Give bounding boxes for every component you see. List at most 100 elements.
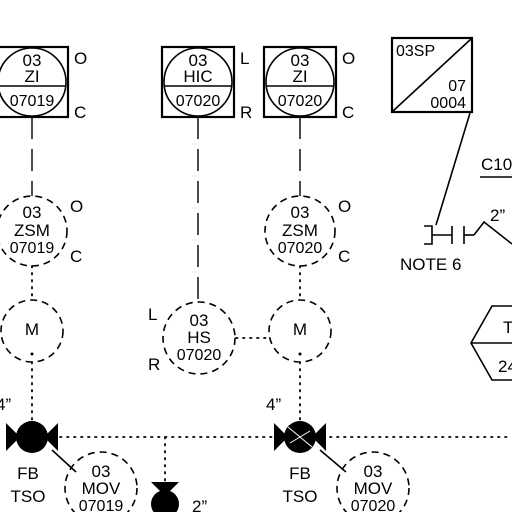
valve-right: 4” FB TSO bbox=[266, 395, 326, 506]
hand-switch-local-label: L bbox=[148, 305, 157, 324]
leader-mov-07019 bbox=[51, 449, 77, 473]
mov-tag-area: 03 bbox=[364, 462, 383, 481]
indicator-box bbox=[262, 45, 338, 119]
switch-circle bbox=[264, 195, 336, 267]
mov-tag-number: 07019 bbox=[79, 498, 124, 512]
valve-fb-label: FB bbox=[289, 464, 311, 483]
hand-switch-tag-number: 07020 bbox=[177, 347, 222, 364]
valve-body-left bbox=[6, 423, 20, 451]
mov-07019: 03 MOV 07019 bbox=[64, 451, 138, 512]
indicator-zi-07019: 03 ZI 07019 O C bbox=[0, 45, 87, 122]
indicator-tag-type: ZI bbox=[24, 67, 39, 86]
contact-symbol: NOTE 6 2” bbox=[400, 206, 512, 274]
switch-zsm-07019: 03 ZSM 07019 O C bbox=[0, 195, 83, 267]
indicator-open-label: O bbox=[342, 49, 355, 68]
motor-left: M bbox=[0, 299, 64, 363]
indicator-closed-label: C bbox=[74, 103, 86, 122]
mov-tag-number: 07020 bbox=[351, 498, 396, 512]
partial-hex-top: T bbox=[503, 318, 512, 337]
setpoint-sheet: 07 bbox=[448, 78, 466, 95]
mov-circle bbox=[64, 451, 138, 512]
leader-setpoint-note bbox=[435, 112, 471, 226]
partial-c-label: C10 bbox=[481, 155, 512, 174]
indicator-tag-type: ZI bbox=[292, 67, 307, 86]
indicator-tag-area: 03 bbox=[189, 51, 208, 70]
motor-label: M bbox=[25, 320, 39, 339]
switch-zsm-07020: 03 ZSM 07020 O C bbox=[264, 195, 351, 267]
valve-fb-label: FB bbox=[17, 464, 39, 483]
hand-switch-remote-label: R bbox=[148, 355, 160, 374]
mov-tag-type: MOV bbox=[82, 479, 121, 498]
contact-bracket bbox=[424, 225, 433, 245]
indicator-tag-area: 03 bbox=[291, 51, 310, 70]
valve-body-left bbox=[274, 423, 288, 451]
motor-circle bbox=[0, 299, 64, 363]
indicator-remote-label: R bbox=[240, 103, 252, 122]
switch-tag-number: 07019 bbox=[10, 240, 55, 257]
note-label: NOTE 6 bbox=[400, 255, 461, 274]
indicator-tag-type: HIC bbox=[183, 67, 212, 86]
partial-right-elements: C10 T 24 bbox=[470, 155, 512, 381]
switch-tag-type: ZSM bbox=[14, 221, 50, 240]
indicator-tag-number: 07019 bbox=[10, 93, 55, 110]
valve-small-top bbox=[151, 482, 179, 496]
hand-switch-hs-07020: 03 HS 07020 L R bbox=[148, 301, 236, 375]
valve-body-right bbox=[312, 423, 326, 451]
motor-label: M bbox=[293, 320, 307, 339]
contact-lever bbox=[473, 220, 512, 245]
hand-switch-tag-area: 03 bbox=[190, 311, 209, 330]
motor-center-dot bbox=[298, 352, 302, 356]
setpoint-diagonal bbox=[392, 38, 472, 112]
indicator-box bbox=[0, 45, 70, 119]
valve-left: 4” FB TSO bbox=[0, 395, 58, 506]
indicator-circle bbox=[265, 47, 335, 117]
motor-circle bbox=[268, 299, 332, 363]
switch-circle bbox=[0, 195, 68, 267]
motor-right: M bbox=[268, 299, 332, 363]
valve-small-size: 2” bbox=[192, 497, 207, 512]
switch-closed-label: C bbox=[70, 247, 82, 266]
indicator-box bbox=[160, 45, 236, 119]
mov-tag-type: MOV bbox=[354, 479, 393, 498]
leader-mov-07020 bbox=[319, 449, 347, 473]
mov-tag-area: 03 bbox=[92, 462, 111, 481]
valve-hatch bbox=[289, 430, 311, 444]
valve-tso-label: TSO bbox=[11, 487, 46, 506]
valve-small: 2” bbox=[151, 482, 207, 512]
valve-ball bbox=[16, 421, 48, 453]
switch-tag-type: ZSM bbox=[282, 221, 318, 240]
valve-size-label: 4” bbox=[266, 395, 281, 414]
indicator-tag-number: 07020 bbox=[278, 93, 323, 110]
switch-closed-label: C bbox=[338, 247, 350, 266]
indicator-open-label: O bbox=[74, 49, 87, 68]
setpoint-frame bbox=[390, 36, 474, 114]
hand-switch-tag-type: HS bbox=[187, 328, 211, 347]
valve-body-right bbox=[44, 423, 58, 451]
switch-open-label: O bbox=[338, 197, 351, 216]
partial-hexagon bbox=[470, 305, 512, 381]
top-right-size-label: 2” bbox=[490, 206, 505, 225]
mov-circle bbox=[336, 451, 410, 512]
switch-open-label: O bbox=[70, 197, 83, 216]
partial-hex-bottom: 24 bbox=[498, 357, 512, 376]
indicator-zi-07020: 03 ZI 07020 O C bbox=[262, 45, 355, 122]
indicator-closed-label: C bbox=[342, 103, 354, 122]
valve-tso-label: TSO bbox=[283, 487, 318, 506]
motor-center-dot bbox=[30, 352, 34, 356]
indicator-circle bbox=[0, 47, 67, 117]
setpoint-box: 03SP 07 0004 bbox=[390, 36, 474, 114]
setpoint-number: 0004 bbox=[430, 95, 466, 112]
switch-tag-area: 03 bbox=[23, 203, 42, 222]
switch-tag-area: 03 bbox=[291, 203, 310, 222]
indicator-tag-number: 07020 bbox=[176, 93, 221, 110]
indicator-tag-area: 03 bbox=[23, 51, 42, 70]
mov-07020: 03 MOV 07020 bbox=[336, 451, 410, 512]
indicator-hic-07020: 03 HIC 07020 L R bbox=[160, 45, 252, 122]
signal-lines bbox=[31, 112, 512, 483]
indicator-local-label: L bbox=[240, 49, 249, 68]
valve-small-ball bbox=[151, 490, 179, 512]
indicator-circle bbox=[163, 47, 233, 117]
setpoint-tag: 03SP bbox=[396, 43, 435, 60]
switch-tag-number: 07020 bbox=[278, 240, 323, 257]
